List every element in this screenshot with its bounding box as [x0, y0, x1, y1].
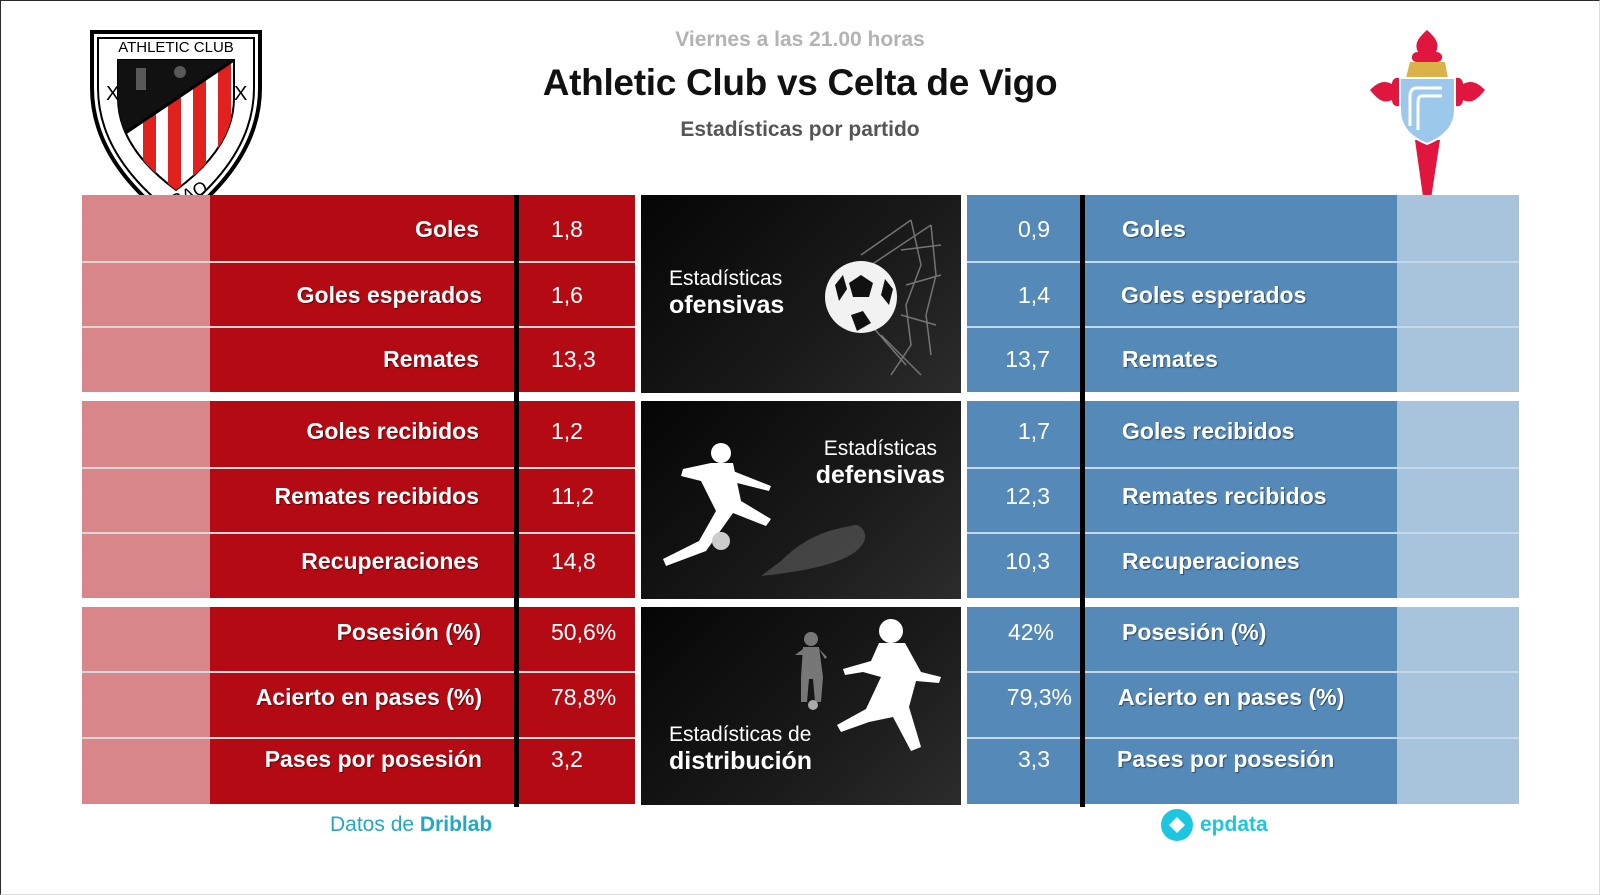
row-divider — [82, 326, 635, 328]
row-divider — [82, 671, 635, 673]
home-bar — [210, 195, 635, 392]
home-bar-light — [82, 607, 210, 804]
section-title-light: Estadísticas de — [669, 723, 812, 746]
row-divider — [967, 467, 1519, 469]
brand-name: epdata — [1200, 813, 1268, 836]
home-label-remates: Remates — [383, 346, 479, 372]
away-value-pases-posesion: 3,3 — [1018, 746, 1050, 772]
home-bar-light — [82, 195, 210, 392]
away-label-remates: Remates — [1122, 346, 1218, 372]
away-value-goles-esperados: 1,4 — [1018, 282, 1050, 308]
row-divider — [967, 671, 1519, 673]
away-label-goles: Goles — [1122, 216, 1186, 242]
home-label-remates-recibidos: Remates recibidos — [274, 483, 479, 509]
home-value-pases-posesion: 3,2 — [551, 746, 583, 772]
passing-players-icon — [795, 619, 941, 751]
athletic-club-crest-icon: ATHLETIC CLUB X X BILBAO — [88, 28, 264, 228]
away-label-posesion: Posesión (%) — [1122, 619, 1267, 645]
away-value-goles: 0,9 — [1018, 216, 1050, 242]
away-label-goles-recibidos: Goles recibidos — [1122, 418, 1295, 444]
away-label-remates-recibidos: Remates recibidos — [1122, 483, 1327, 509]
home-value-acierto-pases: 78,8% — [551, 684, 617, 710]
data-source-credit: Datos de Driblab — [330, 813, 492, 837]
away-label-pases-posesion: Pases por posesión — [1117, 746, 1335, 772]
away-bar-light — [1397, 195, 1519, 392]
svg-text:X: X — [234, 83, 247, 105]
away-bar — [967, 401, 1397, 598]
home-label-goles-recibidos: Goles recibidos — [306, 418, 479, 444]
match-time: Viernes a las 21.00 horas — [675, 28, 925, 51]
section-title-light: Estadísticas — [669, 267, 783, 290]
home-value-recuperaciones: 14,8 — [551, 548, 596, 574]
away-label-goles-esperados: Goles esperados — [1121, 282, 1307, 308]
away-value-recuperaciones: 10,3 — [1005, 548, 1050, 574]
home-bar-light — [82, 401, 210, 598]
home-value-posesion: 50,6% — [551, 619, 617, 645]
away-bar — [967, 607, 1397, 804]
away-value-remates: 13,7 — [1005, 346, 1050, 372]
page-title: Athletic Club vs Celta de Vigo — [542, 62, 1058, 103]
row-divider — [82, 532, 635, 534]
home-value-remates: 13,3 — [551, 346, 596, 372]
home-label-pases-posesion: Pases por posesión — [264, 746, 482, 772]
home-value-remates-recibidos: 11,2 — [551, 483, 595, 509]
ball-in-net-icon — [825, 219, 942, 376]
away-value-remates-recibidos: 12,3 — [1005, 483, 1050, 509]
row-divider — [82, 737, 635, 739]
home-label-recuperaciones: Recuperaciones — [301, 548, 479, 574]
home-value-goles-recibidos: 1,2 — [551, 418, 583, 444]
source-name: Driblab — [419, 813, 493, 836]
row-divider — [967, 326, 1519, 328]
row-divider — [967, 532, 1519, 534]
away-bar — [967, 195, 1397, 392]
section-title-bold: distribución — [669, 747, 813, 775]
epdata-logo-icon — [1161, 809, 1193, 841]
row-divider — [82, 261, 635, 263]
section-defensive-banner: Estadísticas defensivas — [641, 401, 961, 599]
section-title-light: Estadísticas — [823, 437, 937, 460]
away-value-acierto-pases: 79,3% — [1006, 684, 1072, 710]
home-value-separator — [514, 195, 519, 807]
section-title-bold: ofensivas — [669, 291, 785, 319]
home-label-goles: Goles — [415, 216, 479, 242]
epdata-brand: epdata — [1160, 808, 1268, 842]
row-divider — [967, 261, 1519, 263]
section-title-bold: defensivas — [815, 461, 945, 489]
svg-text:X: X — [106, 83, 119, 105]
row-divider — [82, 467, 635, 469]
page-subtitle: Estadísticas por partido — [680, 118, 920, 141]
away-value-posesion: 42% — [1007, 619, 1054, 645]
source-prefix: Datos de — [330, 813, 420, 836]
section-offensive-banner: Estadísticas ofensivas — [641, 195, 961, 393]
away-value-separator — [1080, 195, 1085, 807]
away-value-goles-recibidos: 1,7 — [1018, 418, 1050, 444]
away-bar-light — [1397, 401, 1519, 598]
svg-text:ATHLETIC CLUB: ATHLETIC CLUB — [118, 39, 234, 56]
home-value-goles-esperados: 1,6 — [551, 282, 583, 308]
home-label-posesion: Posesión (%) — [336, 619, 481, 645]
tackle-players-icon — [663, 443, 866, 576]
celta-de-vigo-crest-icon — [1370, 30, 1485, 230]
away-bar-light — [1397, 607, 1519, 804]
home-label-acierto-pases: Acierto en pases (%) — [255, 684, 482, 710]
away-label-recuperaciones: Recuperaciones — [1122, 548, 1300, 574]
section-distribution-banner: Estadísticas de distribución — [641, 607, 961, 805]
row-divider — [967, 737, 1519, 739]
home-bar — [210, 401, 635, 598]
home-label-goles-esperados: Goles esperados — [296, 282, 482, 308]
away-label-acierto-pases: Acierto en pases (%) — [1118, 684, 1345, 710]
home-value-goles: 1,8 — [551, 216, 583, 242]
home-bar — [210, 607, 635, 804]
